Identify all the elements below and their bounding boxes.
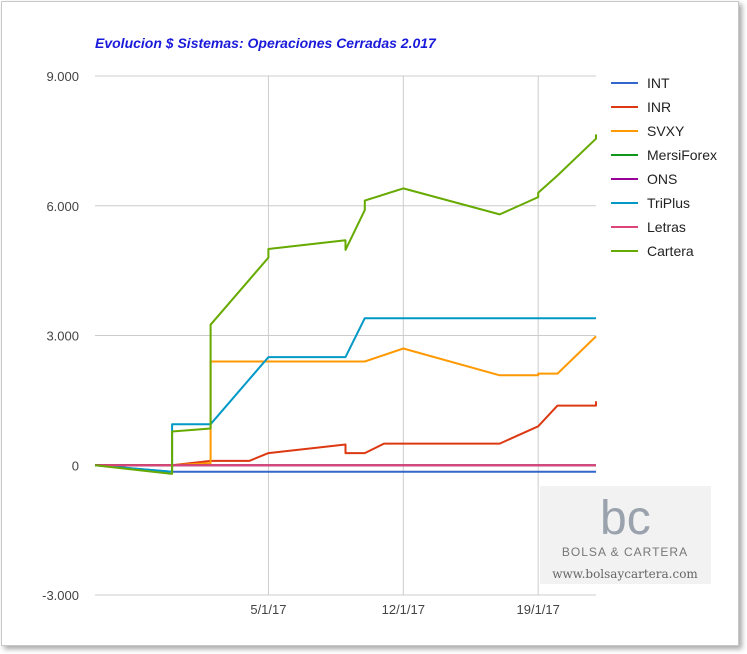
legend-label-triplus: TriPlus — [647, 195, 690, 211]
y-tick-label: -3.000 — [42, 588, 79, 603]
grid — [95, 75, 596, 596]
legend-label-inr: INR — [647, 99, 671, 115]
legend-label-ons: ONS — [647, 171, 677, 187]
legend-label-int: INT — [647, 75, 670, 91]
legend-label-letras: Letras — [647, 219, 686, 235]
watermark-logo: bc — [600, 492, 651, 545]
x-tick-label: 19/1/17 — [517, 602, 560, 617]
y-tick-label: 6.000 — [46, 199, 79, 214]
chart-title: Evolucion $ Sistemas: Operaciones Cerrad… — [95, 35, 437, 51]
series-lines — [94, 134, 597, 475]
legend-label-cartera: Cartera — [647, 243, 694, 259]
watermark-box — [540, 486, 711, 584]
watermark: bc BOLSA & CARTERA www.bolsaycartera.com — [540, 486, 711, 584]
series-line-cartera — [94, 134, 597, 475]
legend-label-mersiforex: MersiForex — [647, 147, 717, 163]
watermark-brand: BOLSA & CARTERA — [562, 545, 688, 559]
x-axis-ticks: 5/1/17 12/1/17 19/1/17 — [250, 602, 560, 617]
watermark-url: www.bolsaycartera.com — [552, 567, 698, 581]
legend-label-svxy: SVXY — [647, 123, 685, 139]
x-tick-label: 5/1/17 — [250, 602, 286, 617]
x-tick-label: 12/1/17 — [382, 602, 425, 617]
y-axis-ticks: 9.000 6.000 3.000 0 -3.000 — [42, 69, 79, 603]
y-tick-label: 9.000 — [46, 69, 79, 84]
y-tick-label: 0 — [72, 458, 79, 473]
series-line-svxy — [95, 335, 597, 467]
series-line-inr — [95, 401, 597, 467]
y-tick-label: 3.000 — [46, 329, 79, 344]
legend: INT INR SVXY MersiForex ONS TriPlus Letras Cart… — [611, 75, 717, 259]
